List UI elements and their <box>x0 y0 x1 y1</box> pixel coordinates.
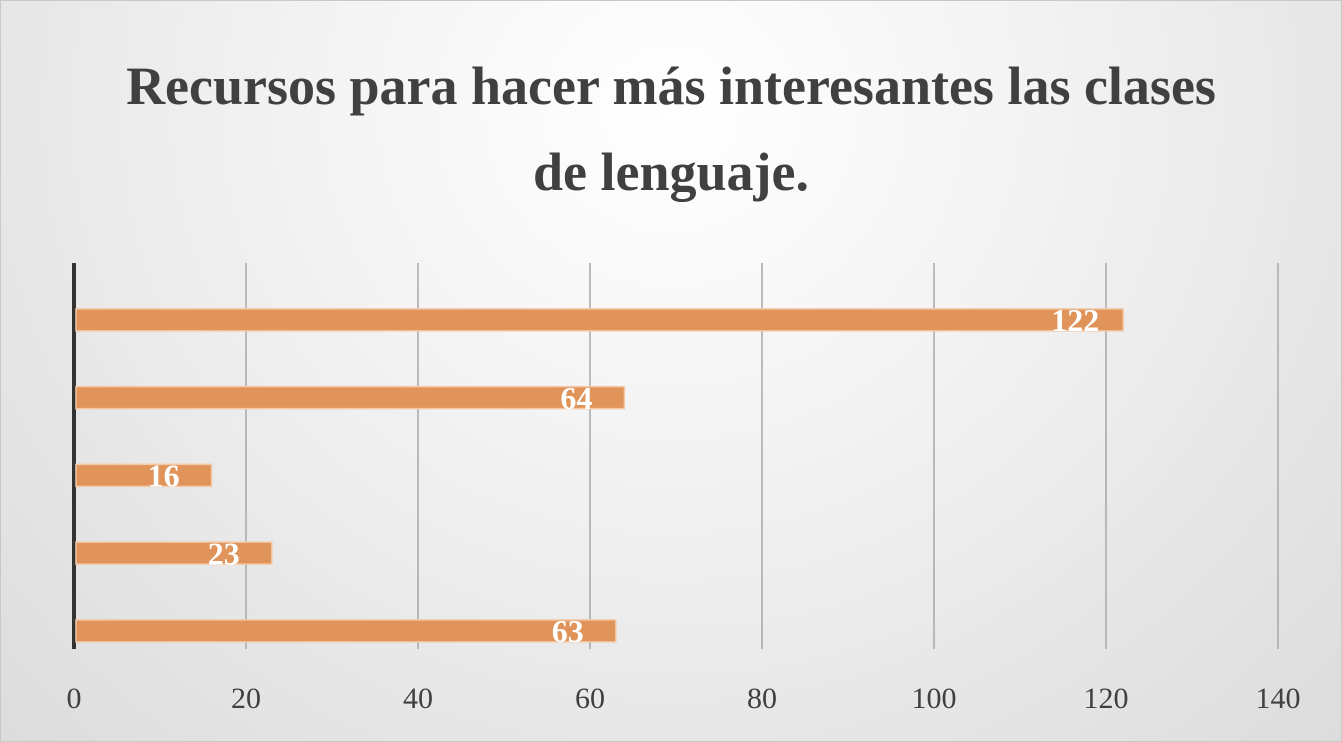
x-tick-label: 40 <box>403 682 433 715</box>
data-label: 64 <box>560 380 592 416</box>
x-tick-label: 80 <box>747 682 777 715</box>
chart-title: Recursos para hacer más interesantes las… <box>126 56 1216 202</box>
bar <box>75 619 617 643</box>
x-tick-label: 100 <box>912 682 957 715</box>
bar <box>75 541 273 565</box>
x-tick-label: 0 <box>67 682 82 715</box>
x-tick-label: 120 <box>1084 682 1129 715</box>
x-tick-label: 60 <box>575 682 605 715</box>
x-tick-label: 140 <box>1256 682 1301 715</box>
data-label: 63 <box>552 613 584 649</box>
bar <box>75 308 1124 332</box>
x-tick-label: 20 <box>231 682 261 715</box>
bar <box>75 385 626 410</box>
bar <box>75 463 213 488</box>
data-label: 122 <box>1051 302 1099 338</box>
data-label: 23 <box>208 535 240 571</box>
data-label: 16 <box>148 458 180 494</box>
